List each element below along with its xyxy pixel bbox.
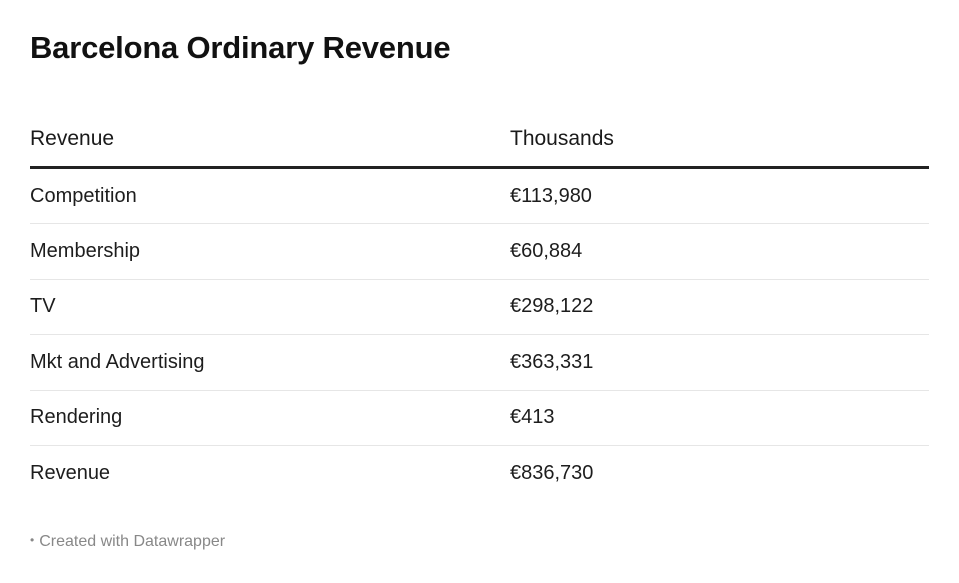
row-value: €113,980 xyxy=(510,184,592,207)
row-label: Revenue xyxy=(30,462,111,485)
datawrapper-credit-link[interactable]: Created with Datawrapper xyxy=(39,533,226,550)
row-value: €363,331 xyxy=(510,350,594,373)
row-label: Membership xyxy=(30,240,141,263)
table-row: Revenue €836,730 xyxy=(30,446,929,501)
row-label: Rendering xyxy=(30,406,123,429)
table-row: Competition €113,980 xyxy=(30,169,929,225)
row-value: €298,122 xyxy=(510,295,594,318)
column-header-revenue: Revenue xyxy=(30,127,115,150)
row-value: €413 xyxy=(510,406,555,429)
column-header-thousands: Thousands xyxy=(510,127,614,150)
row-label: Competition xyxy=(30,184,137,207)
row-value: €836,730 xyxy=(510,462,594,485)
table-row: Mkt and Advertising €363,331 xyxy=(30,335,929,391)
chart-title: Barcelona Ordinary Revenue xyxy=(30,30,451,65)
table-row: TV €298,122 xyxy=(30,280,929,336)
data-table: Revenue Thousands Competition €113,980 M… xyxy=(30,112,929,501)
table-row: Rendering €413 xyxy=(30,391,929,446)
row-label: Mkt and Advertising xyxy=(30,350,205,373)
table-row: Membership €60,884 xyxy=(30,224,929,280)
footer-credit: • Created with Datawrapper xyxy=(30,533,225,551)
row-label: TV xyxy=(30,295,56,318)
row-value: €60,884 xyxy=(510,240,583,263)
table-header: Revenue Thousands xyxy=(30,112,929,169)
footer-bullet: • xyxy=(30,533,35,547)
